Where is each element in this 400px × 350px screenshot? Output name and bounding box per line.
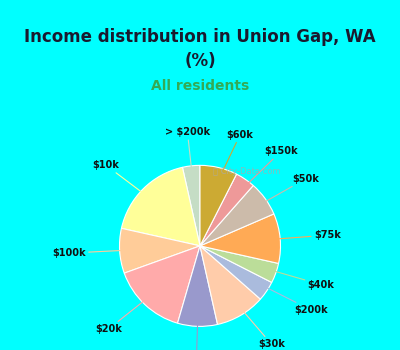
Wedge shape bbox=[182, 166, 200, 246]
Wedge shape bbox=[200, 186, 274, 246]
Text: $200k: $200k bbox=[247, 278, 328, 315]
Text: $30k: $30k bbox=[229, 294, 285, 349]
Text: (%): (%) bbox=[184, 52, 216, 70]
Text: All residents: All residents bbox=[151, 79, 249, 93]
Wedge shape bbox=[122, 167, 200, 246]
Text: $75k: $75k bbox=[256, 230, 341, 240]
Text: Income distribution in Union Gap, WA: Income distribution in Union Gap, WA bbox=[24, 28, 376, 46]
Text: $60k: $60k bbox=[213, 130, 254, 191]
Wedge shape bbox=[124, 246, 200, 323]
Wedge shape bbox=[200, 214, 280, 264]
Text: $100k: $100k bbox=[52, 248, 144, 258]
Text: $150k: $150k bbox=[232, 146, 298, 199]
Wedge shape bbox=[200, 246, 278, 282]
Wedge shape bbox=[200, 166, 236, 246]
Wedge shape bbox=[120, 228, 200, 273]
Text: > $200k: > $200k bbox=[165, 127, 210, 190]
Wedge shape bbox=[200, 246, 260, 324]
Wedge shape bbox=[200, 246, 272, 299]
Text: Ⓒ City-Data.com: Ⓒ City-Data.com bbox=[212, 167, 280, 176]
Text: $125k: $125k bbox=[180, 302, 213, 350]
Text: $40k: $40k bbox=[253, 265, 334, 289]
Text: $50k: $50k bbox=[246, 174, 319, 213]
Text: $10k: $10k bbox=[92, 160, 160, 206]
Wedge shape bbox=[200, 174, 253, 246]
Text: $20k: $20k bbox=[95, 287, 162, 334]
Wedge shape bbox=[178, 246, 218, 326]
